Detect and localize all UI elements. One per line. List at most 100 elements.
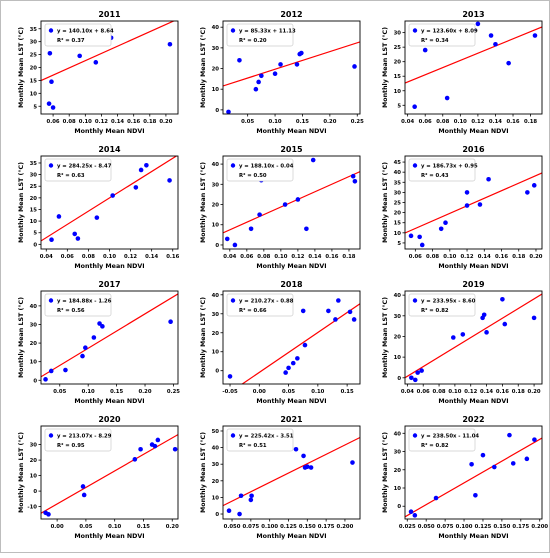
legend-r2: R² = 0.34 bbox=[421, 37, 449, 44]
data-point-2019-11 bbox=[531, 315, 537, 321]
legend-equation: y = 210.27x - 0.88 bbox=[239, 299, 294, 305]
regression-line bbox=[405, 26, 542, 84]
y-tick-label: 0 bbox=[397, 376, 401, 382]
data-point-2016-6 bbox=[464, 190, 470, 195]
x-tick-label: 0.025 bbox=[399, 524, 416, 530]
data-point-2021-10 bbox=[350, 460, 355, 465]
legend-marker bbox=[230, 163, 236, 168]
legend-r2: R² = 0.82 bbox=[421, 307, 449, 314]
data-point-2015-10 bbox=[352, 178, 358, 184]
x-axis-label: Monthly Mean NDVI bbox=[438, 398, 508, 405]
plot-frame bbox=[222, 20, 361, 115]
x-tick-label: 0.20 bbox=[159, 119, 172, 125]
y-tick-label: 40 bbox=[394, 431, 402, 437]
x-tick-label: 0.20 bbox=[528, 389, 541, 395]
data-point-2015-5 bbox=[282, 202, 288, 207]
data-point-2020-8 bbox=[155, 437, 161, 443]
y-tick-label: 30 bbox=[212, 182, 220, 188]
data-point-2017-4 bbox=[83, 345, 88, 351]
x-tick-label: 0.200 bbox=[337, 524, 354, 530]
plot-frame bbox=[404, 425, 543, 520]
data-point-2019-1 bbox=[412, 377, 418, 383]
y-tick-label: 15 bbox=[394, 221, 402, 227]
data-point-2013-0 bbox=[412, 104, 417, 110]
x-tick-label: 0.20 bbox=[529, 254, 542, 260]
x-tick-label: 0.16 bbox=[506, 119, 519, 125]
x-axis-label: Monthly Mean NDVI bbox=[256, 533, 326, 540]
panel-title: 2015 bbox=[280, 145, 303, 154]
x-tick-label: 0.12 bbox=[95, 119, 108, 125]
data-point-2021-8 bbox=[305, 464, 310, 469]
y-tick-label: 40 bbox=[394, 293, 402, 299]
y-axis-label: Monthly Mean LST (°C) bbox=[17, 432, 25, 513]
data-point-2022-3 bbox=[469, 461, 474, 467]
data-point-2014-8 bbox=[144, 163, 149, 168]
x-tick-label: 0.25 bbox=[351, 119, 364, 125]
y-axis-label: Monthly Mean LST (°C) bbox=[17, 27, 25, 108]
data-point-2013-10 bbox=[532, 33, 538, 38]
y-tick-label: 50 bbox=[212, 429, 220, 435]
data-point-2022-10 bbox=[532, 437, 537, 442]
legend-r2: R² = 0.66 bbox=[239, 307, 267, 314]
panel-title: 2017 bbox=[98, 280, 120, 289]
x-tick-label: 0.05 bbox=[241, 119, 254, 125]
x-tick-label: 0.06 bbox=[419, 119, 432, 125]
legend-box bbox=[44, 158, 112, 182]
legend-equation: y = 233.95x - 8.60 bbox=[421, 299, 476, 305]
y-tick-label: 20 bbox=[212, 67, 220, 73]
x-tick-label: 0.16 bbox=[495, 254, 508, 260]
legend-box bbox=[44, 293, 112, 317]
plot-frame bbox=[222, 425, 361, 520]
scatter-panel-2011: 2011 0.06 0.08 0.10 0.12 0.14 0.16 0.18 0.20 5 10 1… bbox=[17, 10, 179, 135]
y-tick-label: 30 bbox=[30, 443, 38, 449]
data-point-2013-7 bbox=[488, 33, 494, 38]
data-point-2019-7 bbox=[481, 312, 487, 318]
legend-marker bbox=[412, 28, 418, 33]
data-point-2019-2 bbox=[415, 370, 420, 375]
data-point-2013-3 bbox=[444, 95, 450, 101]
data-point-2018-9 bbox=[336, 298, 341, 303]
data-point-2011-2 bbox=[49, 79, 54, 85]
data-point-2015-7 bbox=[304, 226, 309, 232]
data-point-2017-0 bbox=[43, 377, 48, 382]
data-point-2014-6 bbox=[133, 185, 139, 190]
panel-title: 2012 bbox=[280, 10, 302, 19]
data-point-2018-11 bbox=[351, 317, 357, 322]
x-tick-label: 0.15 bbox=[110, 389, 123, 395]
x-tick-label: 0.06 bbox=[417, 389, 430, 395]
x-tick-label: 0.08 bbox=[436, 119, 449, 125]
panel-title: 2013 bbox=[462, 10, 484, 19]
x-tick-label: 0.10 bbox=[443, 254, 456, 260]
legend-box bbox=[226, 428, 294, 452]
data-point-2016-10 bbox=[531, 183, 537, 188]
y-tick-label: 30 bbox=[30, 173, 38, 179]
regression-line bbox=[405, 293, 542, 379]
x-tick-label: 0.20 bbox=[166, 524, 179, 530]
data-point-2018-7 bbox=[326, 308, 331, 314]
panel-title: 2016 bbox=[462, 145, 485, 154]
y-tick-label: 10 bbox=[394, 89, 402, 95]
x-tick-label: 0.18 bbox=[143, 119, 156, 125]
x-tick-label: 0.14 bbox=[489, 119, 502, 125]
x-tick-label: 0.06 bbox=[61, 254, 74, 260]
x-axis-label: Monthly Mean NDVI bbox=[256, 398, 326, 405]
x-tick-label: 0.05 bbox=[53, 389, 66, 395]
legend-marker bbox=[230, 28, 236, 33]
y-tick-label: 20 bbox=[30, 196, 38, 202]
x-tick-label: 0.075 bbox=[437, 524, 454, 530]
y-tick-label: 30 bbox=[212, 312, 220, 318]
data-point-2016-2 bbox=[419, 242, 425, 248]
x-tick-label: 0.10 bbox=[311, 389, 324, 395]
x-tick-label: 0.06 bbox=[240, 254, 253, 260]
legend-marker bbox=[48, 28, 54, 33]
y-tick-label: 35 bbox=[30, 161, 38, 167]
data-point-2012-7 bbox=[294, 62, 300, 67]
regression-line bbox=[223, 436, 360, 507]
data-point-2011-6 bbox=[93, 60, 99, 65]
x-tick-label: 0.05 bbox=[79, 524, 92, 530]
x-tick-label: 0.150 bbox=[299, 524, 316, 530]
scatter-panel-2012: 2012 0.05 0.10 0.15 0.20 0.25 0 10 20 30 40 Monthly… bbox=[199, 10, 364, 135]
legend-box bbox=[44, 23, 112, 47]
legend-r2: R² = 0.82 bbox=[421, 442, 449, 449]
x-tick-label: 0.10 bbox=[448, 389, 461, 395]
